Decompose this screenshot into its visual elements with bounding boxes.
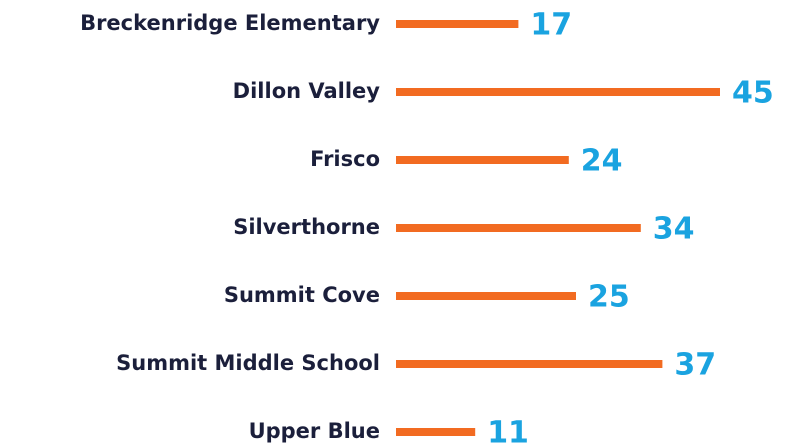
value-label: 17 bbox=[530, 8, 572, 43]
bar bbox=[396, 20, 519, 28]
category-label: Summit Cove bbox=[224, 283, 380, 307]
category-label: Silverthorne bbox=[233, 215, 380, 239]
bar bbox=[396, 88, 720, 96]
category-label: Upper Blue bbox=[249, 419, 380, 443]
category-label: Frisco bbox=[310, 147, 380, 171]
value-label: 37 bbox=[674, 348, 716, 383]
bar bbox=[396, 292, 576, 300]
value-label: 25 bbox=[588, 280, 630, 315]
category-label: Dillon Valley bbox=[233, 79, 381, 103]
category-label: Summit Middle School bbox=[116, 351, 380, 375]
value-label: 34 bbox=[653, 212, 695, 247]
bar bbox=[396, 428, 476, 436]
bar bbox=[396, 224, 641, 232]
value-label: 11 bbox=[487, 416, 529, 443]
value-label: 45 bbox=[732, 76, 774, 111]
category-label: Breckenridge Elementary bbox=[80, 11, 380, 35]
value-label: 24 bbox=[581, 144, 623, 179]
bar bbox=[396, 156, 569, 164]
bar bbox=[396, 360, 663, 368]
